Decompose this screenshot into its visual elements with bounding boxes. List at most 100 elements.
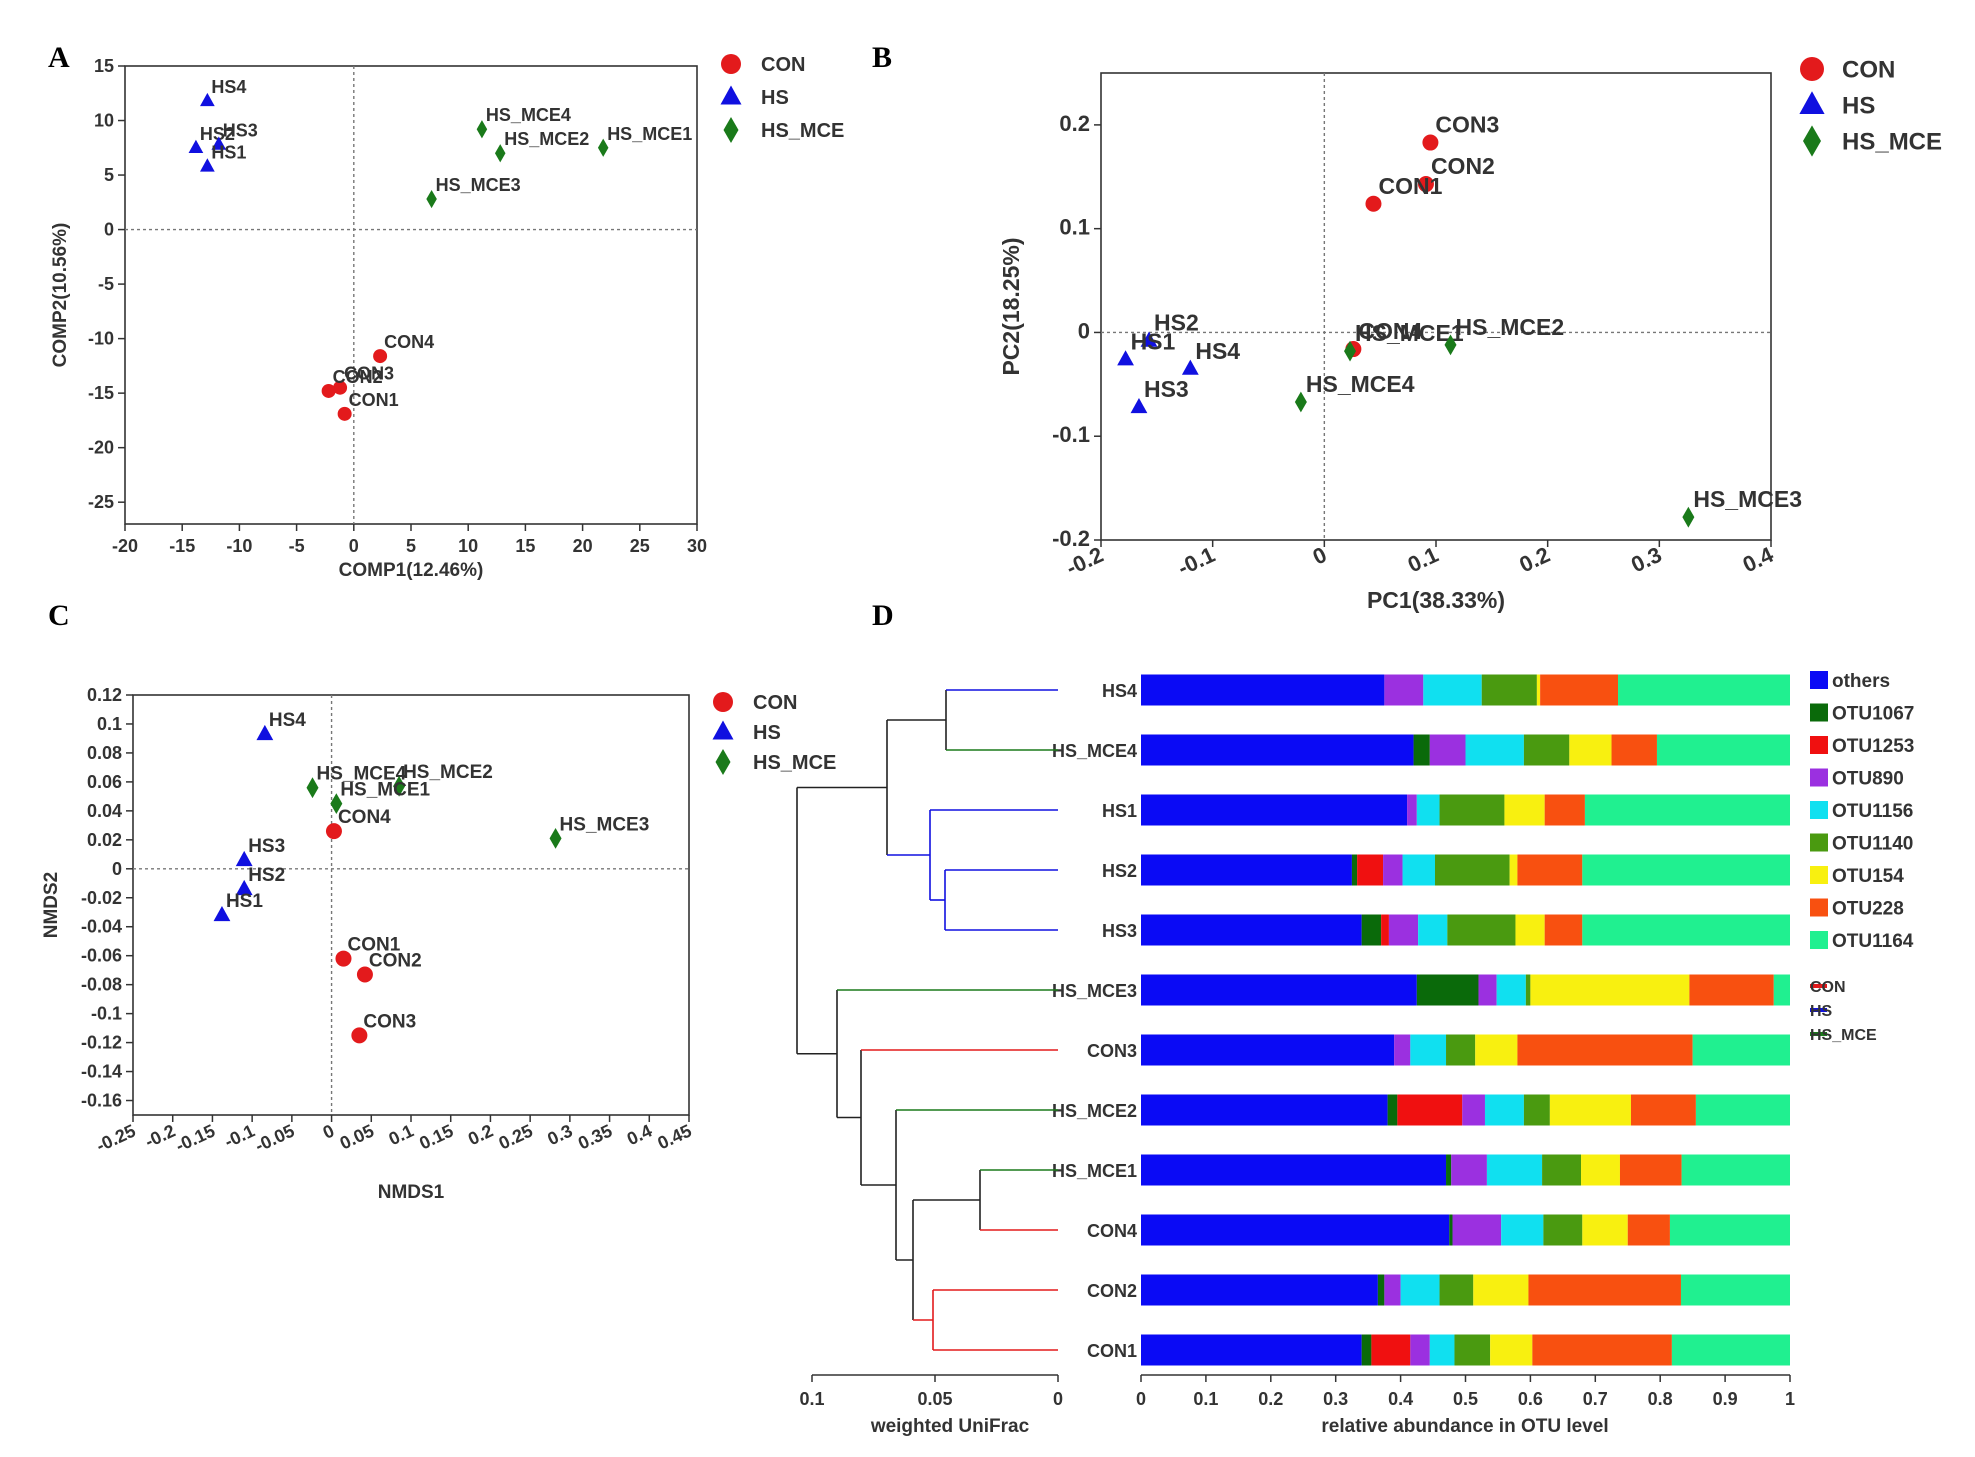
point-label: HS3	[223, 121, 258, 141]
plot-frame	[132, 694, 690, 1116]
bar-segment	[1619, 1154, 1682, 1186]
data-point	[235, 850, 253, 867]
bar-x-tick-label: 0.6	[1518, 1389, 1543, 1409]
bar-segment	[1536, 674, 1541, 706]
legend-marker	[723, 117, 739, 143]
data-point	[476, 120, 488, 139]
y-tick-label: -0.06	[81, 946, 122, 966]
bar-segment	[1416, 974, 1479, 1006]
bar-segment	[1371, 1334, 1411, 1366]
panel-a-pca-plot: -20 -15 -10 -5 0 5 10 15 20 25 30 15 10 5 0 -5 -10 -15 -20…	[50, 54, 844, 581]
bar-segment	[1447, 914, 1516, 946]
legend-marker	[1799, 91, 1825, 114]
x-tick-label: 0.15	[416, 1120, 456, 1153]
x-tick-label: 20	[573, 536, 593, 556]
x-tick-label: 0.1	[1404, 542, 1442, 578]
bar-segment	[1504, 794, 1545, 826]
bar-segment	[1486, 1154, 1543, 1186]
data-point	[1344, 340, 1357, 362]
point-label: HS_MCE4	[317, 764, 407, 785]
panel-letter-b: B	[872, 41, 892, 74]
legend-label: OTU154	[1832, 866, 1904, 887]
bar-segment	[1582, 914, 1790, 946]
point-label: HS1	[211, 142, 246, 162]
point-label: CON4	[384, 332, 434, 352]
point-label: CON2	[369, 951, 422, 972]
point-label: HS1	[1131, 328, 1176, 354]
data-point	[351, 1027, 368, 1044]
legend-marker	[713, 692, 733, 712]
y-tick-label: 0.06	[87, 772, 122, 792]
point-label: CON1	[349, 390, 399, 410]
data-point	[356, 966, 373, 983]
point-label: CON1	[347, 935, 400, 956]
point-label: HS_MCE1	[607, 124, 692, 144]
y-tick-label: 10	[94, 111, 114, 131]
y-tick-label: -15	[88, 383, 114, 403]
bar-segment	[1582, 854, 1790, 886]
bar-segment	[1141, 1034, 1395, 1066]
data-point	[1130, 397, 1148, 414]
x-tick-label: -0.2	[142, 1120, 179, 1151]
x-tick-label: -20	[112, 536, 138, 556]
bar-segment	[1630, 1094, 1696, 1126]
point-label: HS3	[1144, 376, 1189, 402]
panel-c-nmds-plot: -0.25 -0.2-0.15 -0.1-0.05 0 0.05 0.1 0.15 0.2 0.…	[41, 685, 836, 1203]
y-tick-label: -10	[88, 329, 114, 349]
bar-segment	[1695, 1094, 1790, 1126]
data-point	[1294, 391, 1307, 413]
legend-label: HS_MCE	[753, 752, 836, 774]
legend-swatch	[1810, 768, 1828, 787]
bar-segment	[1446, 1154, 1452, 1186]
x-tick-label: 0.35	[575, 1120, 615, 1153]
bar-segment	[1141, 1094, 1388, 1126]
bar-x-tick-label: 0.7	[1583, 1389, 1608, 1409]
bar-segment	[1451, 1154, 1487, 1186]
legend-label: HS_MCE	[1842, 129, 1942, 156]
legend-swatch	[1810, 703, 1828, 722]
bar-segment	[1481, 674, 1537, 706]
legend-label: OTU1156	[1832, 801, 1913, 822]
bar-x-tick-label: 0.4	[1388, 1389, 1413, 1409]
bar-segment	[1773, 974, 1790, 1006]
point-label: CON4	[338, 807, 391, 828]
tree-tick-label: 0.05	[917, 1389, 952, 1409]
data-point	[1682, 506, 1695, 528]
bar-segment	[1141, 914, 1362, 946]
data-point	[200, 92, 215, 107]
bar-segment	[1454, 1334, 1491, 1366]
y-axis-label: PC2(18.25%)	[998, 237, 1024, 375]
legend-label: OTU1067	[1832, 704, 1914, 725]
sample-label: HS1	[1102, 801, 1137, 821]
bar-segment	[1671, 1334, 1790, 1366]
panel-letter-c: C	[48, 599, 70, 632]
y-tick-label: 0	[112, 859, 122, 879]
y-tick-label: -0.1	[91, 1004, 122, 1024]
y-tick-label: -0.12	[81, 1033, 122, 1053]
bar-segment	[1407, 794, 1417, 826]
data-point	[330, 793, 343, 815]
data-point	[1444, 334, 1457, 356]
bar-segment	[1656, 734, 1790, 766]
legend-label: OTU1253	[1832, 736, 1914, 757]
bar-x-tick-label: 1	[1785, 1389, 1795, 1409]
bar-segment	[1381, 914, 1389, 946]
bar-segment	[1540, 674, 1619, 706]
bar-segment	[1410, 1034, 1447, 1066]
bar-segment	[1584, 794, 1790, 826]
bar-segment	[1473, 1274, 1529, 1306]
point-label: HS_MCE3	[1693, 486, 1802, 512]
bar-x-tick-label: 0.3	[1323, 1389, 1348, 1409]
data-point	[211, 136, 227, 150]
bar-segment	[1384, 674, 1424, 706]
bar-segment	[1429, 734, 1466, 766]
bar-segment	[1141, 674, 1385, 706]
point-label: CON2	[333, 367, 383, 387]
bar-segment	[1582, 1214, 1628, 1246]
legend-label: HS	[753, 722, 781, 744]
bar-segment	[1549, 1094, 1631, 1126]
data-point	[393, 775, 406, 797]
point-label: HS2	[1154, 310, 1199, 336]
legend-swatch	[1810, 801, 1828, 819]
tree-legend-label: HS_MCE	[1810, 1027, 1877, 1044]
